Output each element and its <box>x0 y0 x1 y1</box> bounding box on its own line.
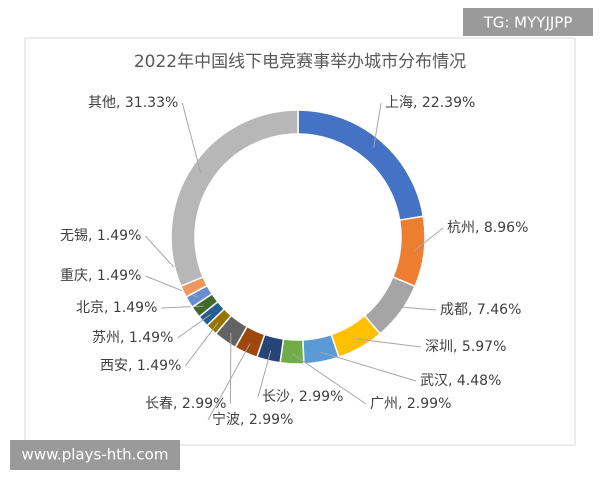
data-label: 深圳, 5.97% <box>425 339 506 355</box>
data-label: 杭州, 8.96% <box>447 220 528 236</box>
data-label: 长春, 2.99% <box>145 396 226 412</box>
data-label: 上海, 22.39% <box>385 95 475 111</box>
watermark: www.plays-hth.com <box>22 446 169 464</box>
data-label: 无锡, 1.49% <box>60 228 141 244</box>
chart-title: 2022年中国线下电竞赛事举办城市分布情况 <box>134 51 466 72</box>
data-label: 西安, 1.49% <box>100 358 181 374</box>
data-label: 重庆, 1.49% <box>60 268 141 284</box>
data-label: 广州, 2.99% <box>370 396 451 412</box>
data-label: 宁波, 2.99% <box>212 411 293 428</box>
data-label: 武汉, 4.48% <box>420 373 501 389</box>
data-label: 北京, 1.49% <box>76 300 157 316</box>
data-label: 其他, 31.33% <box>88 95 178 111</box>
data-label: 苏州, 1.49% <box>92 330 173 346</box>
data-label: 成都, 7.46% <box>440 302 521 318</box>
watermark: TG: MYYJJPP <box>483 14 573 32</box>
data-label: 长沙, 2.99% <box>262 389 343 405</box>
